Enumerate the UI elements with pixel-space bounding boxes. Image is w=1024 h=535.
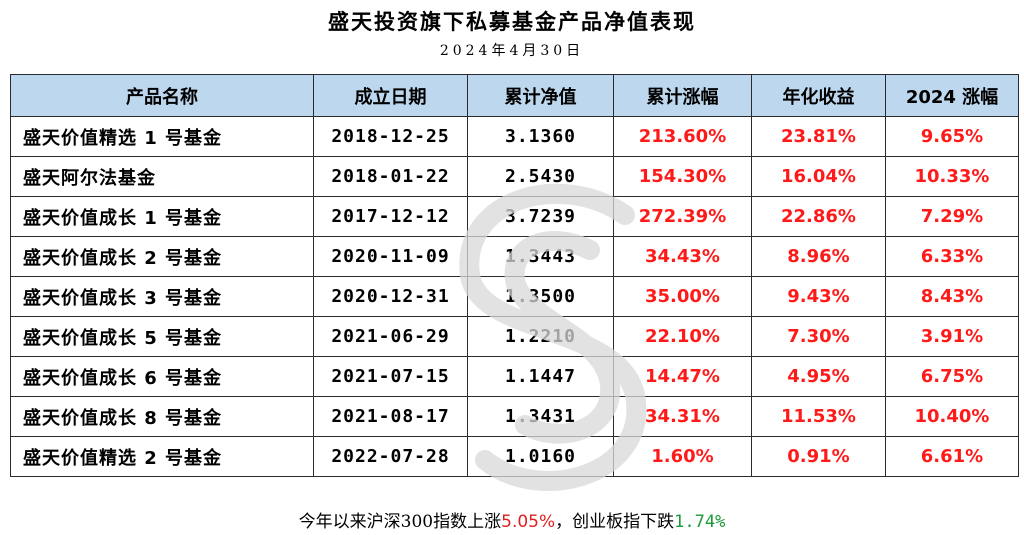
market-summary: 今年以来沪深300指数上涨5.05%，创业板指下跌1.74% bbox=[0, 507, 1024, 532]
cell-ytd-return: 7.29% bbox=[885, 196, 1019, 237]
cell-ytd-return: 3.91% bbox=[885, 316, 1019, 357]
header-annualized-return: 年化收益 bbox=[751, 74, 886, 117]
cell-ytd-return: 9.65% bbox=[885, 116, 1019, 157]
cell-cumulative-return: 1.60% bbox=[613, 436, 752, 477]
cell-ytd-return: 6.61% bbox=[885, 436, 1019, 477]
cell-inception-date: 2021-06-29 bbox=[313, 316, 468, 357]
table-row: 盛天价值成长 6 号基金 2021-07-15 1.1447 14.47% 4.… bbox=[10, 356, 1019, 397]
cell-cumulative-return: 35.00% bbox=[613, 276, 752, 317]
cell-annualized-return: 11.53% bbox=[751, 396, 886, 437]
cell-product-name: 盛天阿尔法基金 bbox=[10, 156, 314, 197]
cell-inception-date: 2017-12-12 bbox=[313, 196, 468, 237]
cell-product-name: 盛天价值成长 3 号基金 bbox=[10, 276, 314, 317]
cell-inception-date: 2018-01-22 bbox=[313, 156, 468, 197]
cell-cumulative-return: 14.47% bbox=[613, 356, 752, 397]
csi300-change: 5.05% bbox=[501, 512, 556, 532]
header-cumulative-return: 累计涨幅 bbox=[613, 74, 752, 117]
cell-cumulative-return: 154.30% bbox=[613, 156, 752, 197]
cell-cumulative-return: 22.10% bbox=[613, 316, 752, 357]
cell-cumulative-nav: 1.1447 bbox=[467, 356, 614, 397]
cell-ytd-return: 6.75% bbox=[885, 356, 1019, 397]
table-row: 盛天价值成长 3 号基金 2020-12-31 1.3500 35.00% 9.… bbox=[10, 276, 1019, 317]
cell-cumulative-nav: 3.1360 bbox=[467, 116, 614, 157]
cell-cumulative-nav: 1.0160 bbox=[467, 436, 614, 477]
cell-ytd-return: 10.40% bbox=[885, 396, 1019, 437]
chinext-change: 1.74% bbox=[674, 512, 726, 532]
table-row: 盛天价值成长 5 号基金 2021-06-29 1.2210 22.10% 7.… bbox=[10, 316, 1019, 357]
cell-product-name: 盛天价值精选 1 号基金 bbox=[10, 116, 314, 157]
cell-cumulative-nav: 1.3431 bbox=[467, 396, 614, 437]
table-row: 盛天价值精选 2 号基金 2022-07-28 1.0160 1.60% 0.9… bbox=[10, 436, 1019, 477]
table-row: 盛天价值成长 2 号基金 2020-11-09 1.3443 34.43% 8.… bbox=[10, 236, 1019, 277]
cell-product-name: 盛天价值成长 5 号基金 bbox=[10, 316, 314, 357]
cell-cumulative-nav: 1.3443 bbox=[467, 236, 614, 277]
cell-cumulative-nav: 3.7239 bbox=[467, 196, 614, 237]
cell-annualized-return: 16.04% bbox=[751, 156, 886, 197]
cell-inception-date: 2018-12-25 bbox=[313, 116, 468, 157]
cell-annualized-return: 4.95% bbox=[751, 356, 886, 397]
header-inception-date: 成立日期 bbox=[313, 74, 468, 117]
cell-cumulative-nav: 1.3500 bbox=[467, 276, 614, 317]
cell-annualized-return: 0.91% bbox=[751, 436, 886, 477]
cell-ytd-return: 10.33% bbox=[885, 156, 1019, 197]
cell-cumulative-return: 272.39% bbox=[613, 196, 752, 237]
cell-inception-date: 2020-11-09 bbox=[313, 236, 468, 277]
table-row: 盛天价值成长 8 号基金 2021-08-17 1.3431 34.31% 11… bbox=[10, 396, 1019, 437]
table-header-row: 产品名称 成立日期 累计净值 累计涨幅 年化收益 2024 涨幅 bbox=[10, 74, 1019, 117]
header-product-name: 产品名称 bbox=[10, 74, 314, 117]
cell-annualized-return: 7.30% bbox=[751, 316, 886, 357]
cell-cumulative-nav: 1.2210 bbox=[467, 316, 614, 357]
cell-ytd-return: 6.33% bbox=[885, 236, 1019, 277]
cell-product-name: 盛天价值成长 1 号基金 bbox=[10, 196, 314, 237]
cell-product-name: 盛天价值成长 2 号基金 bbox=[10, 236, 314, 277]
footer-middle: ，创业板指下跌 bbox=[555, 512, 675, 532]
cell-inception-date: 2021-07-15 bbox=[313, 356, 468, 397]
header-cumulative-nav: 累计净值 bbox=[467, 74, 614, 117]
header-ytd-return: 2024 涨幅 bbox=[885, 74, 1019, 117]
cell-cumulative-return: 213.60% bbox=[613, 116, 752, 157]
cell-ytd-return: 8.43% bbox=[885, 276, 1019, 317]
cell-product-name: 盛天价值精选 2 号基金 bbox=[10, 436, 314, 477]
footer-prefix: 今年以来沪深300指数上涨 bbox=[298, 512, 502, 532]
cell-cumulative-return: 34.43% bbox=[613, 236, 752, 277]
table-row: 盛天价值精选 1 号基金 2018-12-25 3.1360 213.60% 2… bbox=[10, 116, 1019, 157]
cell-annualized-return: 8.96% bbox=[751, 236, 886, 277]
table-row: 盛天价值成长 1 号基金 2017-12-12 3.7239 272.39% 2… bbox=[10, 196, 1019, 237]
report-date: 2024年4月30日 bbox=[439, 43, 585, 59]
cell-product-name: 盛天价值成长 8 号基金 bbox=[10, 396, 314, 437]
cell-inception-date: 2021-08-17 bbox=[313, 396, 468, 437]
cell-product-name: 盛天价值成长 6 号基金 bbox=[10, 356, 314, 397]
cell-annualized-return: 22.86% bbox=[751, 196, 886, 237]
cell-cumulative-nav: 2.5430 bbox=[467, 156, 614, 197]
page-title: 盛天投资旗下私募基金产品净值表现 bbox=[328, 9, 696, 34]
cell-cumulative-return: 34.31% bbox=[613, 396, 752, 437]
cell-annualized-return: 23.81% bbox=[751, 116, 886, 157]
cell-inception-date: 2020-12-31 bbox=[313, 276, 468, 317]
fund-performance-table: 产品名称 成立日期 累计净值 累计涨幅 年化收益 2024 涨幅 盛天价值精选 … bbox=[10, 74, 1019, 477]
cell-annualized-return: 9.43% bbox=[751, 276, 886, 317]
table-row: 盛天阿尔法基金 2018-01-22 2.5430 154.30% 16.04%… bbox=[10, 156, 1019, 197]
cell-inception-date: 2022-07-28 bbox=[313, 436, 468, 477]
